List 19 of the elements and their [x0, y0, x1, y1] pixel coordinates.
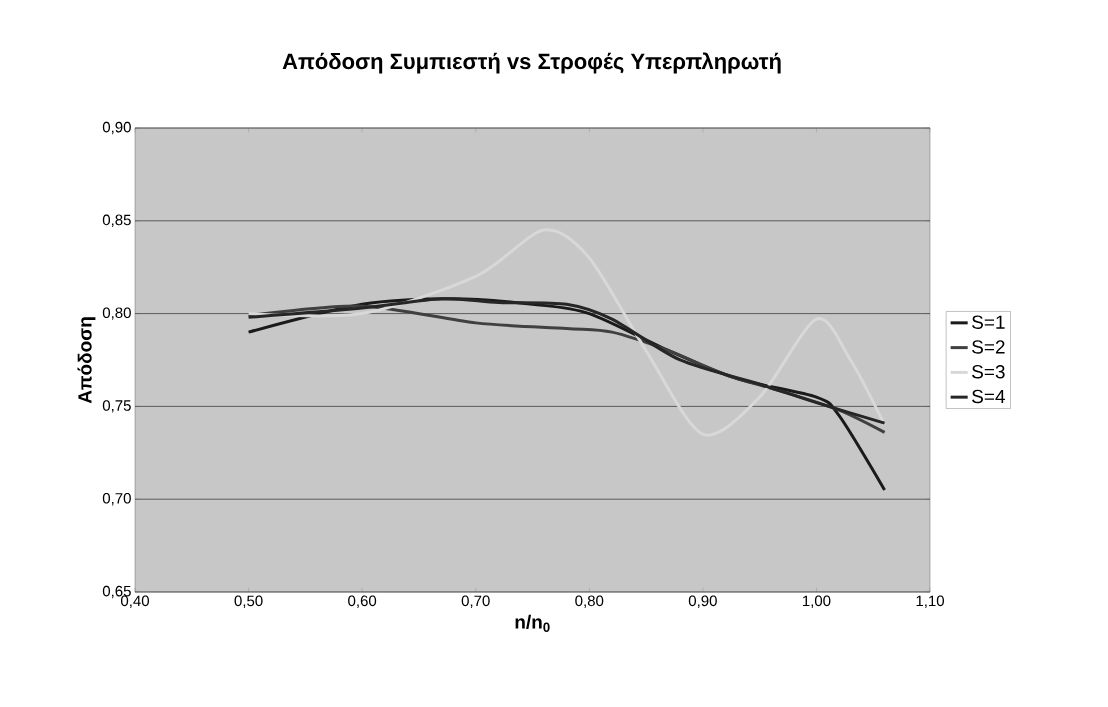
y-tick-label: 0,85 [102, 214, 131, 227]
x-tick-label: 0,70 [461, 595, 490, 608]
y-axis-title: Απόδοση [77, 317, 96, 404]
legend-label: S=1 [972, 315, 1005, 329]
x-tick-label: 0,60 [348, 595, 377, 608]
legend-label: S=2 [972, 340, 1005, 354]
y-tick-label: 0,80 [102, 307, 131, 320]
y-tick-label: 0,75 [102, 400, 131, 413]
x-tick-label: 0,50 [234, 595, 263, 608]
x-tick-label: 0,80 [575, 595, 604, 608]
x-tick-label: 0,90 [688, 595, 717, 608]
y-tick-label: 0,90 [102, 121, 131, 135]
y-tick-label: 0,70 [102, 493, 131, 506]
x-tick-label: 1,00 [802, 595, 831, 608]
text: n/n$_{0}$ [515, 614, 550, 633]
legend-label: S=3 [972, 365, 1005, 379]
chart-title: Απόδοση Συμπιεστή vs Στροφές Υπερπληρωτή [282, 52, 781, 74]
x-tick-label: 1,10 [916, 595, 945, 608]
legend-label: S=4 [972, 389, 1005, 404]
